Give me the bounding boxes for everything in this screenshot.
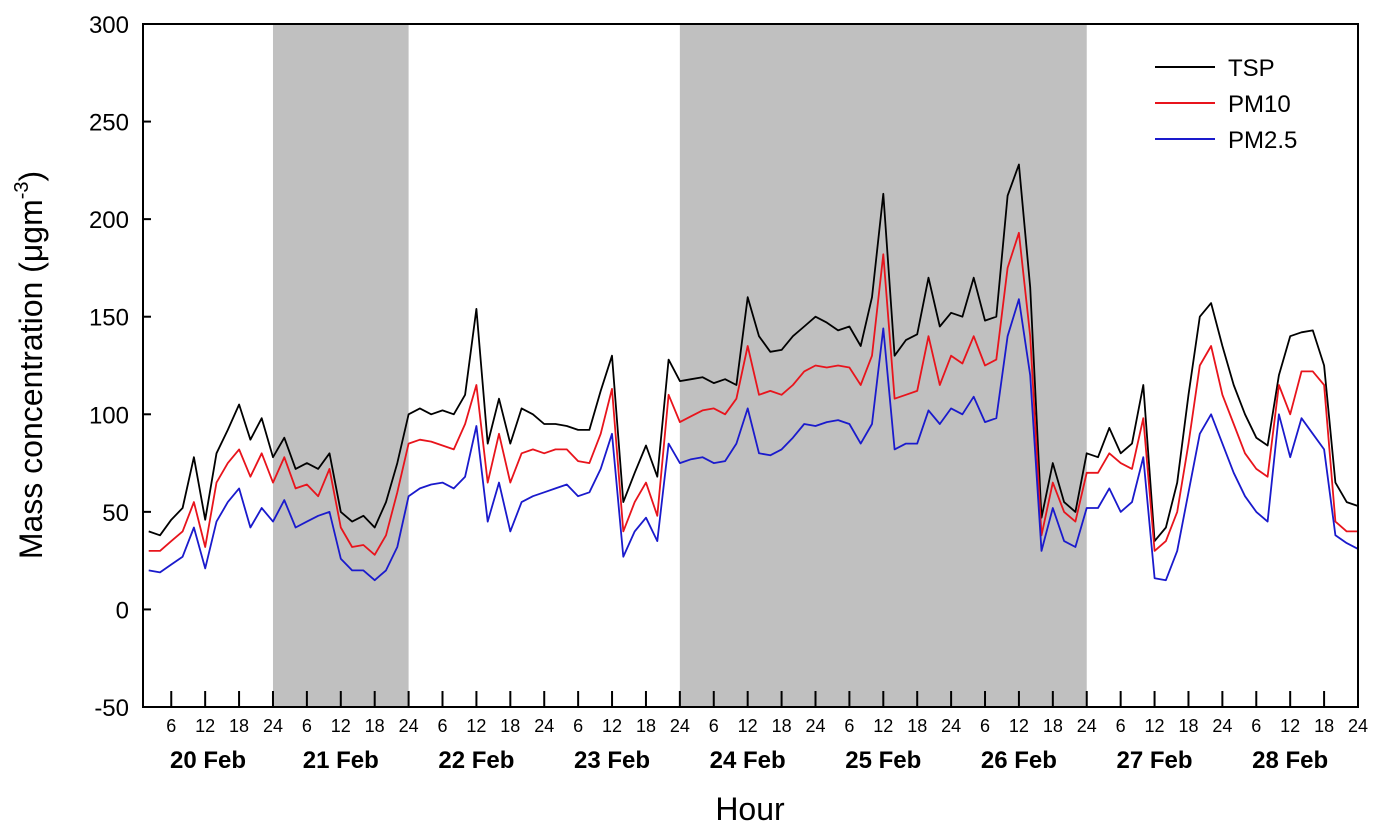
- x-tick-label: 6: [1251, 716, 1261, 736]
- x-tick-label: 18: [772, 716, 792, 736]
- x-tick-label: 24: [534, 716, 554, 736]
- frame: [142, 23, 1359, 708]
- legend-label: PM2.5: [1228, 127, 1297, 154]
- x-tick-label: 18: [1043, 716, 1063, 736]
- x-tick-label: 12: [602, 716, 622, 736]
- day-label: 21 Feb: [303, 747, 379, 774]
- x-tick-label: 24: [399, 716, 419, 736]
- x-tick-label: 24: [805, 716, 825, 736]
- x-tick-label: 24: [263, 716, 283, 736]
- x-tick-label: 12: [1145, 716, 1165, 736]
- plot-layer: [148, 163, 1359, 582]
- day-label: 20 Feb: [170, 747, 246, 774]
- legend-label: PM10: [1228, 91, 1291, 118]
- x-tick-label: 6: [709, 716, 719, 736]
- day-label: 22 Feb: [438, 747, 514, 774]
- x-tick-label: 6: [302, 716, 312, 736]
- y-axis-label: Mass concentration (μgm-3): [11, 171, 49, 559]
- y-axis-label-end: ): [13, 171, 49, 182]
- x-tick-label: 12: [331, 716, 351, 736]
- y-tick-label: 100: [89, 402, 129, 429]
- x-tick-label: 18: [229, 716, 249, 736]
- series-line: [148, 298, 1359, 582]
- shade-layer: [272, 24, 1087, 707]
- x-tick-label: 24: [670, 716, 690, 736]
- x-tick-label: 6: [1116, 716, 1126, 736]
- day-label: 23 Feb: [574, 747, 650, 774]
- x-tick-label: 12: [466, 716, 486, 736]
- y-tick-label: 150: [89, 305, 129, 332]
- x-axis-label: Hour: [715, 791, 785, 827]
- x-tick-label: 24: [1077, 716, 1097, 736]
- y-tick-label: 0: [116, 597, 129, 624]
- x-tick-label: 18: [907, 716, 927, 736]
- x-tick-label: 24: [1212, 716, 1232, 736]
- day-label: 28 Feb: [1252, 747, 1328, 774]
- x-tick-label: 12: [738, 716, 758, 736]
- x-tick-label: 12: [1280, 716, 1300, 736]
- y-axis-label-sup: -3: [11, 181, 33, 199]
- x-tick-label: 6: [980, 716, 990, 736]
- x-tick-label: 24: [1348, 716, 1368, 736]
- series-line: [148, 231, 1358, 556]
- legend-label: TSP: [1228, 55, 1275, 82]
- y-axis-label-text: Mass concentration (μgm: [13, 199, 49, 559]
- x-tick-label: 6: [166, 716, 176, 736]
- y-tick-label: 50: [102, 500, 129, 527]
- y-tick-label: 200: [89, 207, 129, 234]
- shaded-span: [272, 24, 409, 707]
- x-tick-label: 6: [573, 716, 583, 736]
- day-label: 26 Feb: [981, 747, 1057, 774]
- x-tick-label: 18: [636, 716, 656, 736]
- x-tick-label: 18: [1314, 716, 1334, 736]
- day-label: 24 Feb: [710, 747, 786, 774]
- x-tick-label: 12: [1009, 716, 1029, 736]
- axes-layer: -50 0 50 100 150 200 250 300 6 12 18 24 6 12 18 24 6 12 18…: [89, 12, 1368, 774]
- x-tick-label: 18: [500, 716, 520, 736]
- x-tick-label: 6: [844, 716, 854, 736]
- y-tick-label: 250: [89, 110, 129, 137]
- y-tick-label: 300: [89, 12, 129, 39]
- x-tick-label: 18: [365, 716, 385, 736]
- day-label: 27 Feb: [1117, 747, 1193, 774]
- x-tick-label: 24: [941, 716, 961, 736]
- x-tick-label: 12: [873, 716, 893, 736]
- y-tick-label: -50: [94, 695, 129, 722]
- x-tick-label: 6: [438, 716, 448, 736]
- series-line: [148, 163, 1359, 542]
- x-tick-label: 18: [1178, 716, 1198, 736]
- day-label: 25 Feb: [845, 747, 921, 774]
- x-tick-label: 12: [195, 716, 215, 736]
- shaded-span: [679, 24, 1087, 707]
